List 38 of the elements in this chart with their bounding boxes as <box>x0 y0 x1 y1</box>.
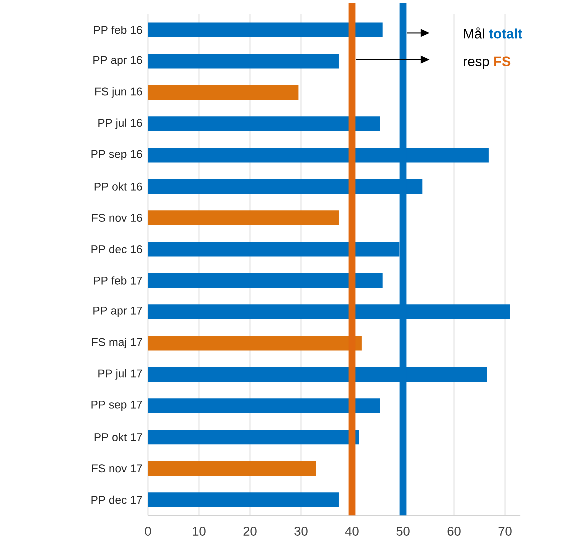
y-tick-label: PP okt 16 <box>94 182 142 191</box>
y-tick-label: PP okt 17 <box>94 433 142 442</box>
x-tick-label: 10 <box>193 526 206 536</box>
bar <box>148 461 316 476</box>
y-tick-label: PP jul 16 <box>98 118 142 130</box>
y-tick-label: PP dec 17 <box>92 496 142 504</box>
ref-line-label: FS <box>494 56 511 66</box>
x-tick-label: 70 <box>498 526 512 536</box>
y-tick-label: FS jun 16 <box>96 88 142 98</box>
y-tick-label: PP sep 16 <box>92 150 142 160</box>
y-tick-label: PP feb 16 <box>94 26 142 34</box>
x-tick-label: 0 <box>145 526 152 536</box>
annotation: resp <box>464 58 490 70</box>
bar <box>148 398 380 414</box>
bar <box>148 273 383 288</box>
y-tick-label: PP jul 17 <box>98 369 142 380</box>
y-tick-label: PP sep 17 <box>92 400 142 412</box>
y-tick-label: PP feb 17 <box>94 276 142 285</box>
y-tick-label: FS nov 17 <box>92 464 142 473</box>
y-tick-label: FS nov 16 <box>92 214 142 222</box>
x-tick-label: 40 <box>345 526 359 536</box>
x-tick-label: 20 <box>244 526 257 536</box>
bar <box>148 85 299 100</box>
bar <box>148 116 380 132</box>
y-tick-label: PP apr 17 <box>94 306 142 318</box>
bar <box>148 430 360 445</box>
x-tick-label: 30 <box>294 526 308 536</box>
x-tick-label: 60 <box>448 526 461 536</box>
bar <box>148 492 339 508</box>
bar <box>148 210 339 226</box>
x-tick-label: 50 <box>396 526 410 536</box>
annotation: Mål <box>464 28 484 39</box>
y-tick-label: FS maj 17 <box>92 338 142 349</box>
bar <box>148 22 383 38</box>
ref-line-label: totalt <box>489 28 522 39</box>
bar <box>148 54 339 69</box>
y-tick-label: PP apr 16 <box>94 56 142 67</box>
y-tick-label: PP dec 16 <box>92 245 142 254</box>
